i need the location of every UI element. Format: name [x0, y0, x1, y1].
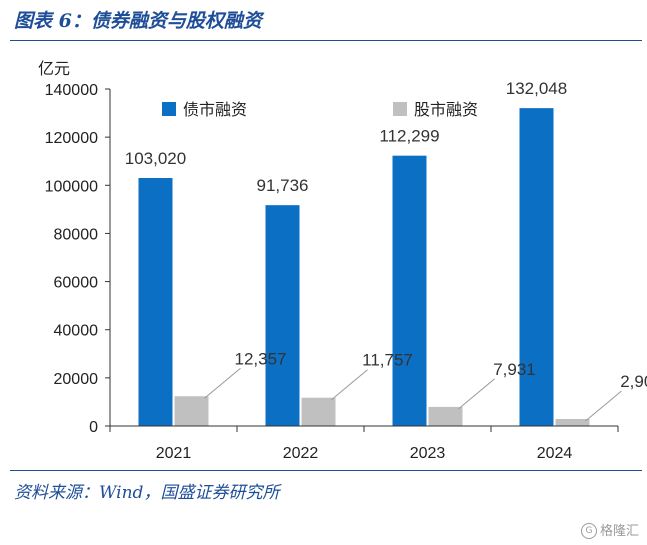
- figure-title: 图表 6：债券融资与股权融资: [14, 10, 262, 32]
- bar-bond-financing: [519, 108, 554, 426]
- data-label-equity: 12,357: [235, 349, 287, 368]
- x-tick-label: 2021: [156, 445, 192, 462]
- bar-bond-financing: [138, 178, 173, 426]
- bar-equity-financing: [428, 406, 463, 426]
- data-label-leader-line: [458, 378, 495, 410]
- y-tick-label: 120000: [45, 130, 98, 147]
- bar-bond-financing: [265, 205, 300, 426]
- y-tick-label: 20000: [54, 371, 99, 388]
- bar-equity-financing: [301, 397, 336, 426]
- bottom-rule: [10, 470, 642, 471]
- y-tick-label: 60000: [54, 275, 99, 292]
- bar-chart: 020000400006000080000100000120000140000 …: [38, 59, 647, 462]
- data-label-bond: 112,299: [379, 127, 439, 146]
- y-tick-label: 80000: [54, 226, 99, 243]
- x-tick-label: 2022: [283, 445, 319, 462]
- legend-swatch-equity: [393, 102, 407, 116]
- bar-bond-financing: [392, 155, 427, 426]
- y-axis-unit: 亿元: [38, 59, 70, 78]
- data-label-leader-line: [585, 390, 622, 422]
- x-tick-label: 2024: [537, 445, 573, 462]
- data-label-equity: 7,931: [493, 360, 536, 379]
- watermark-text: 格隆汇: [599, 523, 639, 539]
- legend: 债市融资 股市融资: [162, 100, 478, 119]
- bar-equity-financing: [174, 396, 209, 426]
- legend-swatch-bond: [162, 102, 176, 116]
- source-note: 资料来源：Wind，国盛证券研究所: [14, 483, 280, 503]
- data-label-equity: 2,900: [620, 372, 647, 391]
- y-tick-label: 140000: [45, 82, 98, 99]
- watermark: G 格隆汇: [580, 520, 639, 539]
- data-label-leader-line: [204, 367, 241, 399]
- x-tick-label: 2023: [410, 445, 446, 462]
- y-tick-label: 100000: [45, 178, 98, 195]
- data-label-equity: 11,757: [362, 351, 413, 370]
- data-label-bond: 91,736: [257, 176, 309, 195]
- legend-label-equity: 股市融资: [414, 100, 478, 119]
- data-label-bond: 132,048: [506, 79, 567, 98]
- legend-label-bond: 债市融资: [183, 100, 247, 119]
- bar-equity-financing: [555, 419, 590, 426]
- top-rule: [10, 40, 642, 41]
- y-tick-label: 0: [89, 419, 98, 436]
- data-label-leader-line: [331, 369, 368, 401]
- data-label-bond: 103,020: [125, 149, 186, 168]
- y-tick-label: 40000: [54, 323, 99, 340]
- watermark-logo-icon: G: [580, 523, 597, 539]
